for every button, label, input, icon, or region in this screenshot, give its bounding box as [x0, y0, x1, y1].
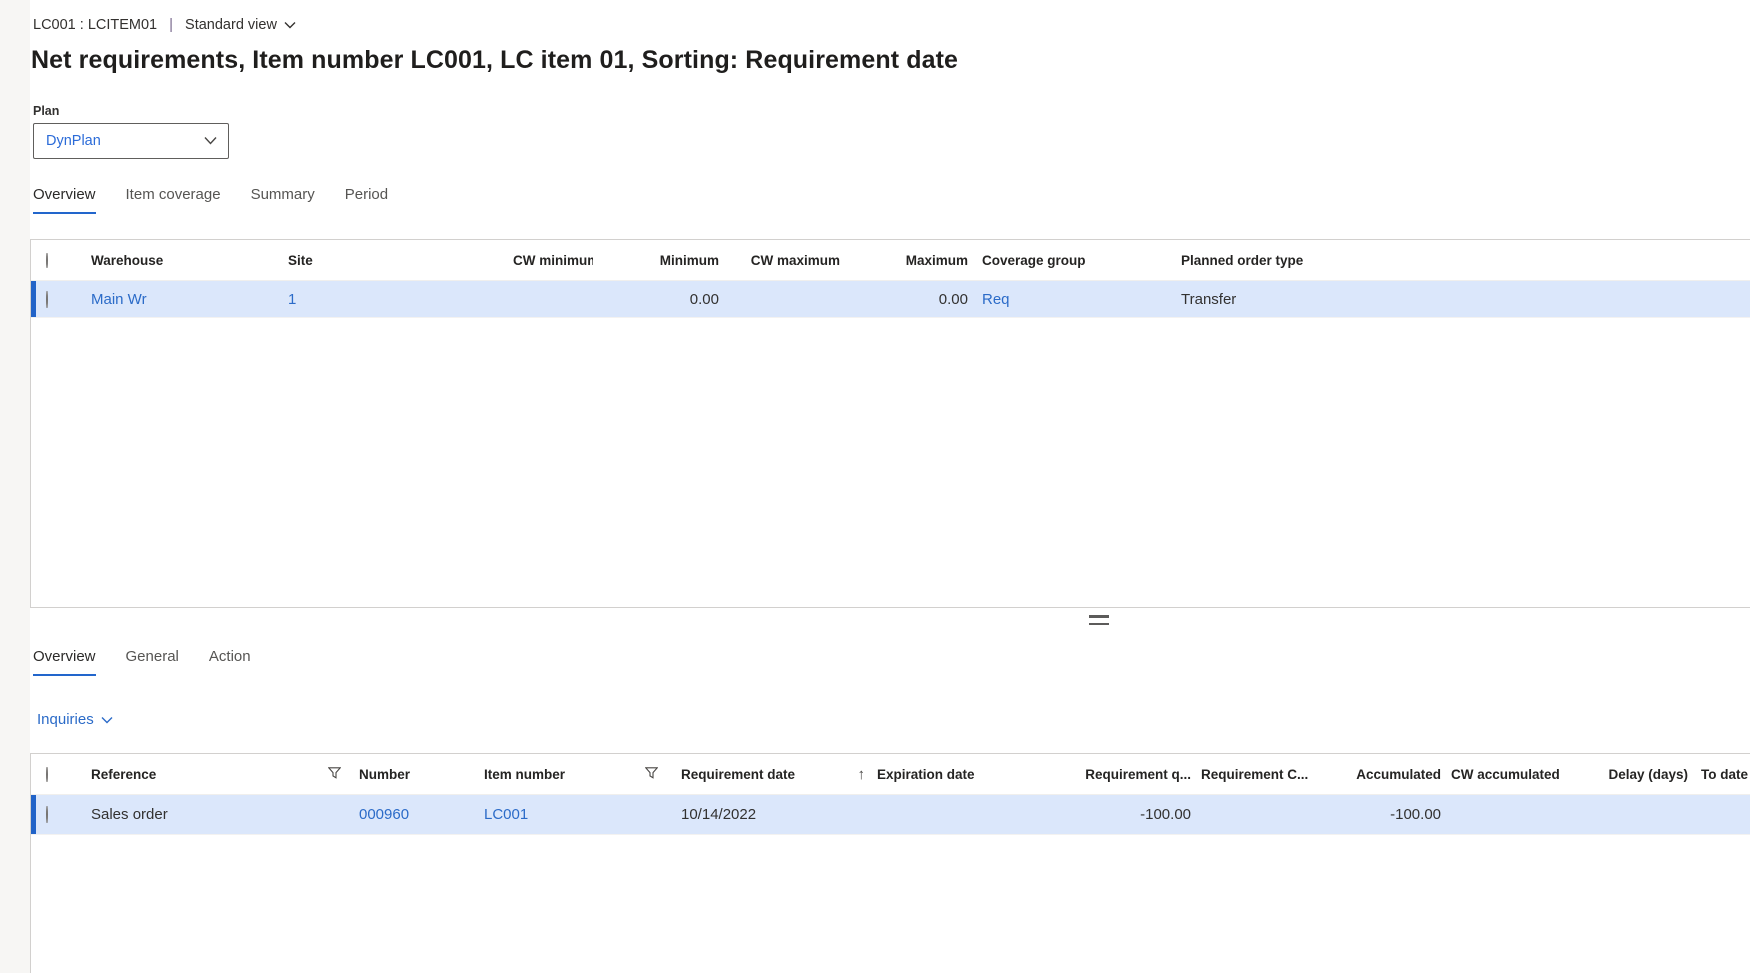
- tab-action[interactable]: Action: [208, 648, 251, 665]
- cell-requirement-date: 10/14/2022: [681, 806, 757, 823]
- inquiries-menu-button[interactable]: Inquiries: [37, 711, 113, 728]
- column-header-to-date[interactable]: To date: [1701, 766, 1748, 782]
- plan-dropdown[interactable]: DynPlan: [33, 123, 229, 159]
- tab-overview-bottom[interactable]: Overview: [33, 648, 96, 676]
- column-header-warehouse[interactable]: Warehouse: [91, 252, 164, 268]
- plan-label: Plan: [33, 104, 60, 118]
- column-header-accumulated[interactable]: Accumulated: [1356, 766, 1441, 782]
- cell-site: 1: [288, 291, 513, 308]
- select-all-radio[interactable]: [46, 766, 48, 782]
- row-select-radio[interactable]: [46, 290, 48, 308]
- column-header-requirement-cw[interactable]: Requirement C...: [1201, 766, 1309, 782]
- tab-item-coverage[interactable]: Item coverage: [125, 186, 221, 203]
- cell-number: 000960: [349, 806, 484, 823]
- record-id: LC001 : LCITEM01: [33, 16, 158, 33]
- coverage-grid: Warehouse Site CW minimum Minimum CW max…: [30, 239, 1750, 608]
- filter-icon[interactable]: [644, 766, 659, 782]
- requirements-grid-header: Reference Number Item number Requirement…: [31, 754, 1750, 795]
- breadcrumb-separator: |: [169, 16, 174, 33]
- column-header-reference[interactable]: Reference: [91, 767, 349, 782]
- page-left-gutter: [0, 0, 30, 973]
- order-number-link[interactable]: 000960: [359, 806, 410, 823]
- tab-general[interactable]: General: [125, 648, 179, 665]
- select-all-cell: [31, 766, 91, 782]
- cell-requirement-quantity: -100.00: [1140, 806, 1191, 823]
- breadcrumb: LC001 : LCITEM01 | Standard view: [33, 16, 296, 33]
- plan-dropdown-value: DynPlan: [46, 133, 101, 149]
- cell-coverage-group: Req: [968, 291, 1167, 308]
- tab-period[interactable]: Period: [344, 186, 389, 203]
- chevron-down-icon: [101, 711, 113, 728]
- select-all-radio[interactable]: [46, 252, 48, 268]
- site-link[interactable]: 1: [288, 290, 297, 308]
- page-title: Net requirements, Item number LC001, LC …: [31, 46, 959, 74]
- cell-accumulated: -100.00: [1390, 806, 1441, 823]
- cell-warehouse: Main Wr: [91, 291, 288, 308]
- column-header-item-number[interactable]: Item number: [484, 767, 668, 782]
- select-all-cell: [31, 252, 91, 268]
- chevron-down-icon: [204, 132, 217, 150]
- column-header-requirement-date[interactable]: Requirement date ↑: [681, 765, 866, 783]
- column-header-cw-maximum[interactable]: CW maximum: [750, 252, 840, 268]
- chevron-down-icon: [284, 17, 296, 33]
- cell-planned-order-type: Transfer: [1181, 290, 1237, 308]
- view-switcher[interactable]: Standard view: [185, 17, 296, 33]
- item-number-link[interactable]: LC001: [484, 806, 529, 823]
- filter-icon[interactable]: [327, 766, 342, 782]
- warehouse-link[interactable]: Main Wr: [91, 290, 147, 308]
- tab-overview-top[interactable]: Overview: [33, 186, 96, 214]
- column-header-expiration-date[interactable]: Expiration date: [877, 766, 975, 782]
- top-tab-strip: Overview Item coverage Summary Period: [33, 186, 388, 214]
- column-header-planned-order-type[interactable]: Planned order type: [1181, 252, 1304, 268]
- column-header-site[interactable]: Site: [288, 252, 313, 268]
- column-header-delay-days[interactable]: Delay (days): [1608, 766, 1688, 782]
- inquiries-label: Inquiries: [37, 711, 94, 728]
- column-header-maximum[interactable]: Maximum: [905, 252, 968, 268]
- column-header-cw-accumulated[interactable]: CW accumulated: [1451, 766, 1560, 782]
- column-header-requirement-quantity[interactable]: Requirement q...: [1085, 766, 1191, 782]
- sort-ascending-icon[interactable]: ↑: [857, 765, 866, 783]
- coverage-group-link[interactable]: Req: [982, 290, 1010, 308]
- cell-reference: Sales order: [91, 806, 168, 823]
- row-select-radio[interactable]: [46, 806, 48, 823]
- column-header-coverage-group[interactable]: Coverage group: [982, 252, 1086, 268]
- column-header-cw-minimum[interactable]: CW minimum: [513, 252, 593, 268]
- pane-splitter-handle[interactable]: [1089, 615, 1109, 625]
- row-select-cell: [31, 290, 91, 308]
- requirements-grid: Reference Number Item number Requirement…: [30, 753, 1750, 973]
- cell-maximum: 0.00: [938, 290, 968, 308]
- column-header-minimum[interactable]: Minimum: [659, 252, 719, 268]
- row-select-cell: [31, 806, 91, 823]
- cell-item-number: LC001: [484, 806, 668, 823]
- view-switcher-label: Standard view: [185, 16, 277, 33]
- coverage-grid-header: Warehouse Site CW minimum Minimum CW max…: [31, 240, 1750, 281]
- cell-minimum: 0.00: [689, 290, 719, 308]
- table-row[interactable]: Sales order 000960 LC001 10/14/2022 -100…: [31, 795, 1750, 835]
- table-row[interactable]: Main Wr 1 0.00 0.00 Req Transfer: [31, 281, 1750, 318]
- tab-summary[interactable]: Summary: [250, 186, 315, 203]
- column-header-number[interactable]: Number: [359, 766, 411, 782]
- bottom-tab-strip: Overview General Action: [33, 648, 251, 676]
